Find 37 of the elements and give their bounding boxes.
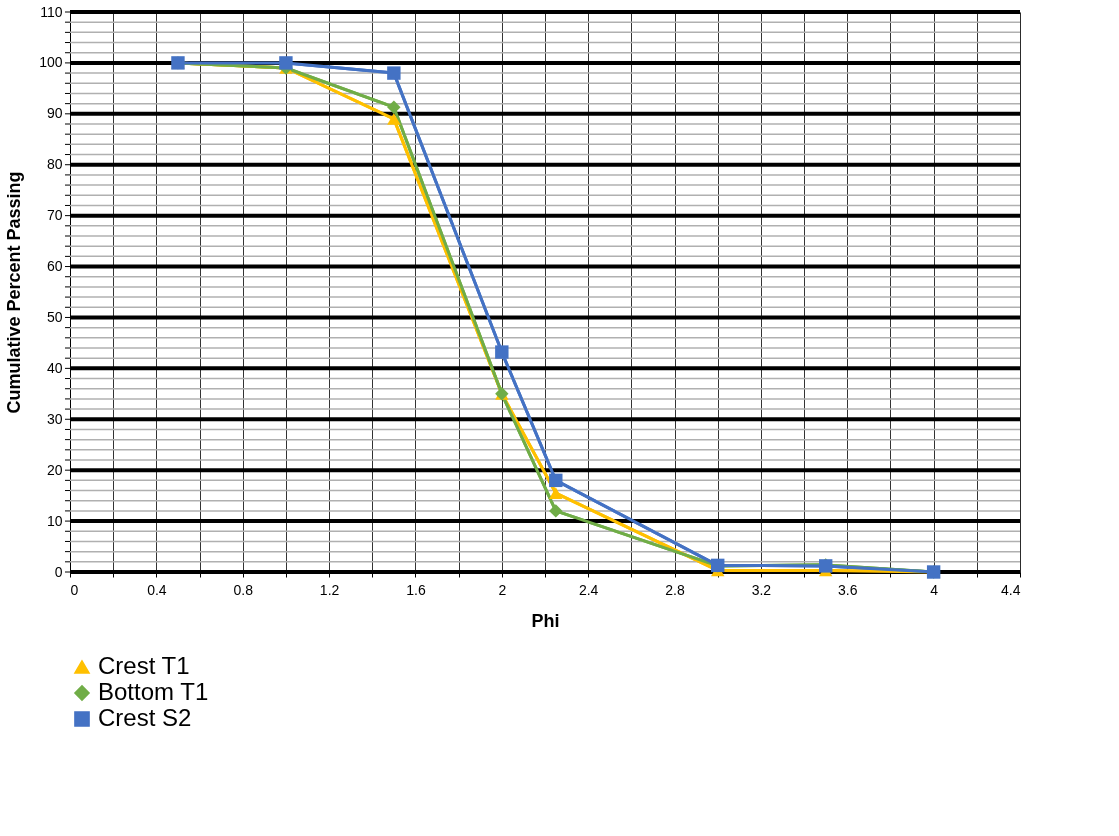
x-tick-label: 2.8 bbox=[665, 581, 685, 598]
y-tick-label: 0 bbox=[54, 563, 63, 580]
legend-label: Crest S2 bbox=[98, 704, 192, 731]
x-tick-label: 2 bbox=[498, 581, 507, 598]
x-tick-label: 3.2 bbox=[751, 581, 772, 598]
point bbox=[549, 473, 563, 488]
y-tick-label: 110 bbox=[40, 3, 63, 20]
point bbox=[549, 487, 563, 499]
point bbox=[387, 66, 401, 80]
x-tick-label: 1.2 bbox=[319, 581, 340, 598]
x-tick-label: 4 bbox=[930, 581, 939, 598]
x-tick-label: 3.6 bbox=[838, 581, 858, 598]
x-tick-label: 0.8 bbox=[233, 581, 254, 598]
point bbox=[387, 100, 401, 114]
point bbox=[279, 56, 293, 70]
x-tick-label: 1.6 bbox=[406, 581, 426, 598]
y-tick-label: 20 bbox=[46, 461, 63, 478]
y-tick-label: 10 bbox=[46, 512, 63, 529]
x-tick-label: 0 bbox=[70, 581, 79, 598]
y-tick-label: 60 bbox=[46, 258, 63, 275]
y-tick-label: 80 bbox=[46, 156, 63, 173]
point bbox=[549, 504, 563, 518]
y-tick-label: 100 bbox=[39, 54, 63, 71]
y-tick-label: 30 bbox=[46, 410, 63, 427]
y-axis-title: Cumulative Percent Passing bbox=[4, 171, 25, 414]
legend-label: Crest T1 bbox=[98, 652, 190, 679]
y-tick-label: 40 bbox=[46, 359, 63, 376]
x-tick-label: 0.4 bbox=[147, 581, 167, 598]
point bbox=[387, 113, 401, 125]
x-tick-label: 4.4 bbox=[1001, 581, 1021, 598]
y-tick-label: 90 bbox=[46, 105, 63, 122]
x-axis-title: Phi bbox=[531, 610, 560, 631]
x-tick-label: 2.4 bbox=[578, 581, 599, 598]
legend-label: Bottom T1 bbox=[98, 678, 209, 705]
y-tick-label: 50 bbox=[46, 308, 63, 325]
y-tick-label: 70 bbox=[46, 207, 63, 224]
point bbox=[495, 345, 509, 359]
